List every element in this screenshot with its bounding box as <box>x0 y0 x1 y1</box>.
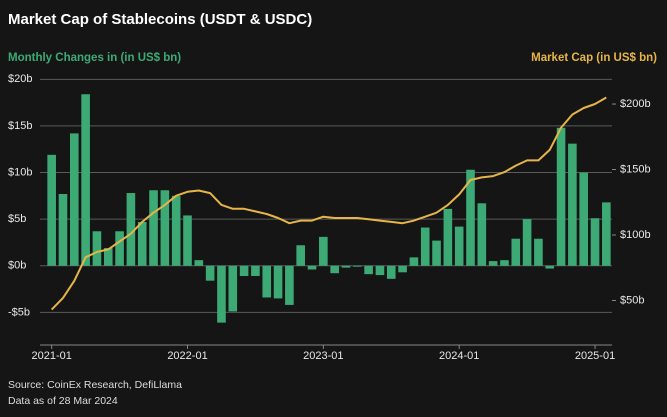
bar <box>375 265 385 276</box>
bar <box>137 221 147 266</box>
chart-title: Market Cap of Stablecoins (USDT & USDC) <box>8 11 312 28</box>
y2-tick-label: $200b <box>620 98 651 110</box>
bar <box>590 218 600 266</box>
bar <box>352 265 362 267</box>
bar <box>194 260 204 266</box>
bar <box>409 257 419 266</box>
bar <box>160 190 170 266</box>
y-tick-label: $10b <box>8 166 32 178</box>
bar <box>488 261 498 266</box>
bar <box>149 190 158 266</box>
bar <box>420 227 430 266</box>
note: Data as of 28 Mar 2024 <box>8 395 118 407</box>
bar <box>92 231 102 266</box>
bar <box>251 265 260 277</box>
line <box>50 96 607 311</box>
x-tick-label: 2025-01 <box>575 350 615 362</box>
y-tick-label: $5b <box>8 213 26 225</box>
y-tick-label: $15b <box>8 120 32 132</box>
bar <box>466 169 475 266</box>
bar <box>568 143 577 266</box>
x-tick-label: 2024-01 <box>439 350 479 362</box>
bar <box>330 265 339 274</box>
bar <box>296 245 306 266</box>
bar <box>341 265 351 268</box>
x-tick-label: 2021-01 <box>31 350 71 362</box>
bar <box>273 265 283 299</box>
axis-title: Market Cap (in US$ bn) <box>531 52 657 64</box>
bar <box>47 154 56 266</box>
bar <box>217 265 226 323</box>
bar <box>319 236 328 266</box>
bar <box>183 215 192 266</box>
y-tick-label: -$5b <box>8 306 30 318</box>
bar <box>171 195 181 266</box>
bar <box>398 265 407 273</box>
bar <box>454 226 464 266</box>
bar <box>556 127 566 266</box>
x-tick-label: 2022-01 <box>167 350 207 362</box>
bar <box>285 265 294 305</box>
bar <box>579 172 589 266</box>
bar <box>115 231 124 266</box>
bar <box>386 265 396 279</box>
bar <box>69 133 79 266</box>
bar <box>205 265 215 281</box>
source: Source: CoinEx Research, DefiLlama <box>8 379 182 391</box>
bar <box>126 193 136 266</box>
y2-tick-label: $50b <box>620 294 644 306</box>
bar <box>534 238 543 266</box>
y2-tick-label: $100b <box>620 229 651 241</box>
bar <box>228 265 238 312</box>
y-tick-label: $0b <box>8 260 26 272</box>
bar <box>239 265 249 277</box>
bar <box>81 94 90 266</box>
bar <box>602 202 611 266</box>
bar <box>500 260 509 266</box>
bar <box>262 265 272 298</box>
x-tick-label: 2023-01 <box>303 350 343 362</box>
bar <box>307 265 317 270</box>
y-tick-label: $20b <box>8 73 32 85</box>
bar <box>545 265 555 269</box>
bar <box>522 219 532 266</box>
bar <box>511 238 521 266</box>
bar <box>443 208 453 266</box>
bar <box>103 248 113 266</box>
y2-tick-label: $150b <box>620 163 651 175</box>
bar <box>477 203 487 266</box>
bar <box>432 240 441 266</box>
axis-title: Monthly Changes in (in US$ bn) <box>8 52 181 64</box>
bar <box>58 193 68 266</box>
bar <box>364 265 373 275</box>
